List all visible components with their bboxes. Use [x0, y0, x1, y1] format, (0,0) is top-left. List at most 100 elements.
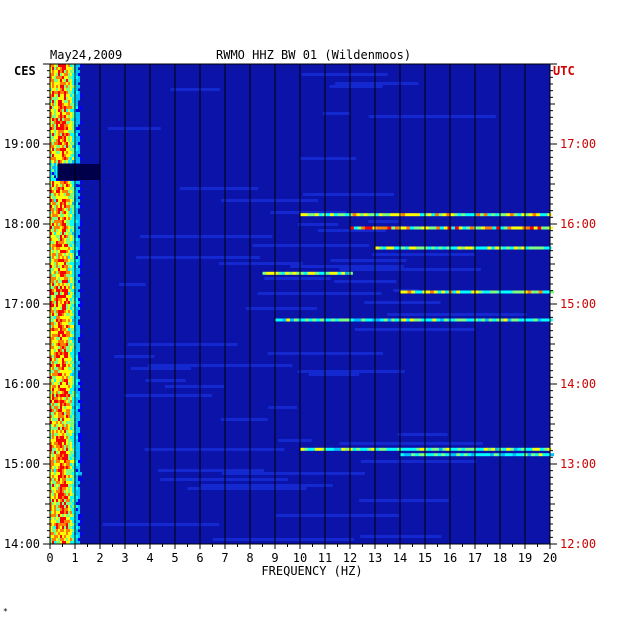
heatmap-cell [56, 292, 58, 296]
heatmap-cell [72, 121, 74, 125]
heatmap-cell [66, 337, 68, 341]
heatmap-cell [72, 535, 74, 539]
heatmap-cell [60, 352, 62, 356]
heatmap-cell [70, 76, 72, 80]
band-cell [550, 290, 555, 294]
heatmap-cell [68, 127, 70, 131]
heatmap-cell [64, 130, 66, 134]
heatmap-cell [70, 238, 72, 242]
heatmap-cell [52, 298, 54, 302]
heatmap-cell [52, 193, 54, 197]
heatmap-cell [52, 250, 54, 254]
heatmap-cell [72, 424, 74, 428]
band-cell [383, 226, 388, 230]
band-cell [318, 271, 323, 275]
heatmap-cell [72, 226, 74, 230]
heatmap-cell [54, 358, 56, 362]
heatmap-cell [76, 76, 78, 80]
heatmap-cell [56, 352, 58, 356]
heatmap-cell [78, 232, 80, 236]
heatmap-cell [66, 310, 68, 314]
heatmap-cell [50, 514, 52, 518]
band-cell [375, 213, 380, 217]
heatmap-streak [297, 370, 405, 373]
heatmap-cell [54, 193, 56, 197]
heatmap-cell [70, 484, 72, 488]
heatmap-cell [52, 451, 54, 455]
heatmap-cell [76, 244, 78, 248]
heatmap-cell [76, 493, 78, 497]
y-tick-label-ces: 18:00 [4, 217, 40, 231]
heatmap-cell [72, 151, 74, 155]
heatmap-cell [58, 517, 60, 521]
heatmap-cell [60, 391, 62, 395]
heatmap-cell [52, 316, 54, 320]
heatmap-cell [68, 343, 70, 347]
heatmap-cell [64, 340, 66, 344]
heatmap-cell [60, 85, 62, 89]
heatmap-cell [56, 466, 58, 470]
band-cell [427, 447, 432, 451]
heatmap-cell [68, 133, 70, 137]
heatmap-cell [50, 79, 52, 83]
heatmap-streak [119, 283, 146, 286]
heatmap-cell [58, 436, 60, 440]
band-cell [395, 318, 400, 322]
x-tick-label: 9 [271, 551, 278, 565]
heatmap-cell [58, 487, 60, 491]
heatmap-cell [76, 193, 78, 197]
heatmap-cell [52, 154, 54, 158]
heatmap-cell [66, 433, 68, 437]
heatmap-cell [70, 211, 72, 215]
heatmap-cell [56, 226, 58, 230]
heatmap-cell [56, 373, 58, 377]
heatmap-cell [78, 460, 80, 464]
heatmap-cell [58, 118, 60, 122]
heatmap-cell [70, 151, 72, 155]
heatmap-cell [52, 232, 54, 236]
heatmap-cell [72, 349, 74, 353]
heatmap-cell [70, 427, 72, 431]
heatmap-cell [72, 520, 74, 524]
heatmap-cell [58, 124, 60, 128]
band-cell [331, 318, 336, 322]
band-cell [521, 447, 526, 451]
heatmap-cell [66, 319, 68, 323]
heatmap-cell [78, 151, 80, 155]
heatmap-cell [78, 127, 80, 131]
heatmap-streak [300, 157, 357, 160]
band-cell [450, 246, 455, 250]
band-cell [266, 271, 271, 275]
heatmap-cell [54, 220, 56, 224]
heatmap-cell [60, 451, 62, 455]
heatmap-cell [76, 100, 78, 104]
heatmap-cell [54, 229, 56, 233]
heatmap-streak [290, 265, 404, 268]
heatmap-cell [76, 502, 78, 506]
heatmap-cell [76, 154, 78, 158]
heatmap-cell [54, 322, 56, 326]
heatmap-cell [80, 187, 82, 191]
heatmap-cell [56, 496, 58, 500]
band-cell [395, 226, 400, 230]
heatmap-cell [76, 529, 78, 533]
band-cell [521, 246, 526, 250]
heatmap-cell [66, 277, 68, 281]
heatmap-cell [66, 211, 68, 215]
heatmap-cell [54, 157, 56, 161]
heatmap-cell [52, 490, 54, 494]
heatmap-cell [54, 289, 56, 293]
heatmap-cell [54, 232, 56, 236]
heatmap-cell [54, 64, 56, 68]
heatmap-cell [66, 352, 68, 356]
heatmap-cell [66, 496, 68, 500]
heatmap-cell [68, 130, 70, 134]
heatmap-cell [64, 532, 66, 536]
heatmap-cell [68, 238, 70, 242]
heatmap-cell [68, 358, 70, 362]
heatmap-cell [78, 517, 80, 521]
heatmap-cell [60, 130, 62, 134]
heatmap-cell [54, 166, 56, 170]
heatmap-cell [60, 220, 62, 224]
heatmap-cell [58, 91, 60, 95]
